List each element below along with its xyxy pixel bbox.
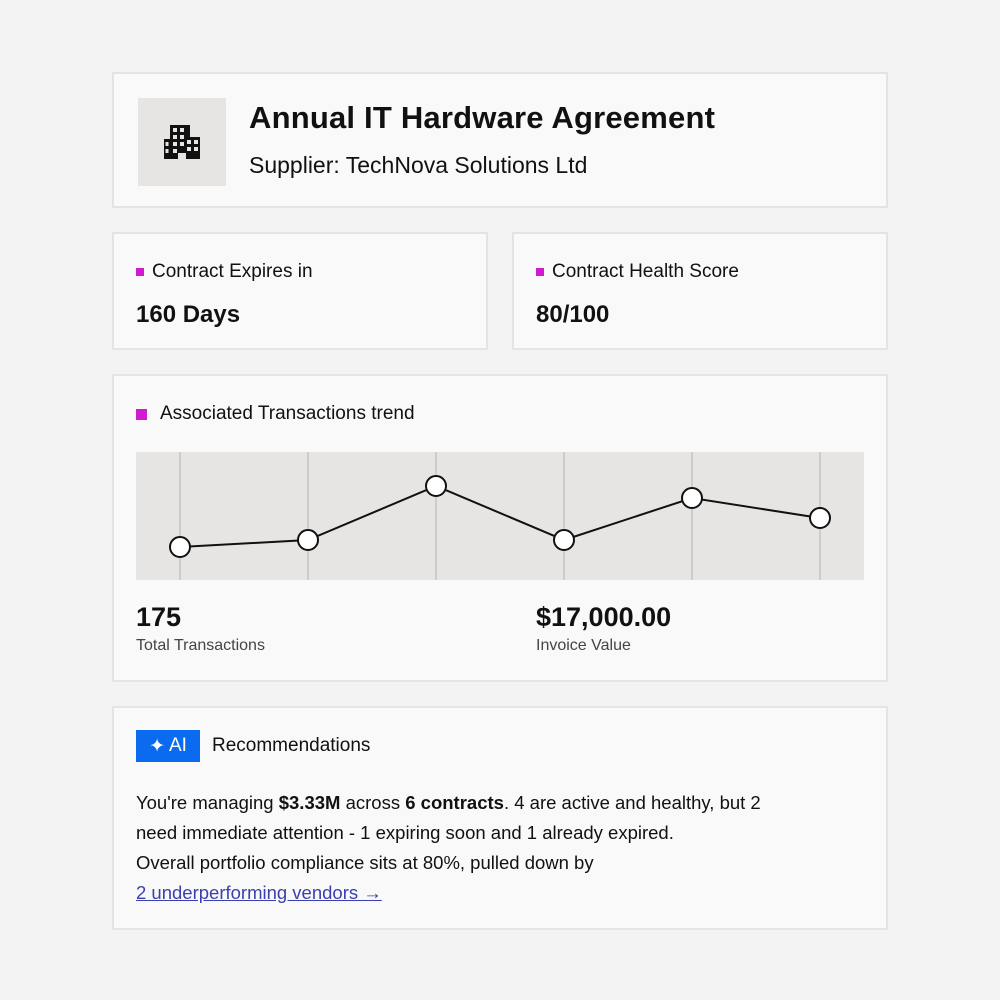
stat-value: 160 Days (136, 301, 241, 328)
data-point (297, 529, 319, 551)
health-score-card: Contract Health Score 80/100 (512, 232, 888, 350)
building-icon (138, 98, 226, 186)
text: across (340, 792, 406, 813)
chart-title-row: Associated Transactions trend (136, 403, 415, 425)
stat-label-row: Contract Expires in (136, 261, 313, 283)
accent-square-icon (136, 268, 144, 276)
text: You're managing (136, 792, 279, 813)
metric-label: Invoice Value (536, 637, 631, 654)
stat-label: Contract Health Score (552, 261, 739, 282)
contract-expiry-card: Contract Expires in 160 Days (112, 232, 488, 350)
data-point (809, 507, 831, 529)
portfolio-value: $3.33M (278, 792, 341, 813)
underperforming-vendors-link[interactable]: 2 underperforming vendors → (136, 882, 382, 903)
accent-square-icon (536, 268, 544, 276)
data-point (681, 487, 703, 509)
data-point (553, 529, 575, 551)
stat-value: 80/100 (536, 301, 610, 328)
metric-label: Total Transactions (136, 637, 265, 654)
text: Overall portfolio compliance sits at 80%… (136, 852, 594, 873)
accent-square-icon (136, 408, 147, 420)
invoice-value-metric: $17,000.00 Invoice Value (536, 602, 671, 655)
transactions-trend-card: Associated Transactions trend 175 Total … (112, 374, 888, 682)
stat-label-row: Contract Health Score (536, 261, 739, 283)
metric-value: $17,000.00 (536, 602, 672, 632)
recommendations-title: Recommendations (212, 735, 371, 756)
metric-value: 175 (136, 602, 182, 632)
data-point (425, 475, 447, 497)
ai-badge: ✦ AI (136, 730, 200, 762)
contract-title: Annual IT Hardware Agreement (249, 100, 716, 135)
chart-background (136, 452, 864, 580)
recommendation-text: You're managing $3.33M across 6 contract… (136, 788, 876, 908)
contract-header-card: Annual IT Hardware Agreement Supplier: T… (112, 72, 888, 208)
data-point (169, 536, 191, 558)
ai-badge-label: AI (168, 735, 187, 756)
text: need immediate attention - 1 expiring so… (136, 822, 674, 843)
trend-chart (136, 452, 864, 580)
total-transactions-metric: 175 Total Transactions (136, 602, 265, 655)
sparkle-icon: ✦ (149, 735, 165, 757)
chart-title: Associated Transactions trend (160, 403, 415, 424)
ai-recommendations-card: ✦ AI Recommendations You're managing $3.3… (112, 706, 888, 930)
stat-label: Contract Expires in (152, 261, 313, 282)
text: . 4 are active and healthy, but 2 (503, 792, 761, 813)
supplier-name: Supplier: TechNova Solutions Ltd (249, 152, 588, 178)
series-line (179, 484, 821, 548)
contract-count: 6 contracts (405, 792, 504, 813)
